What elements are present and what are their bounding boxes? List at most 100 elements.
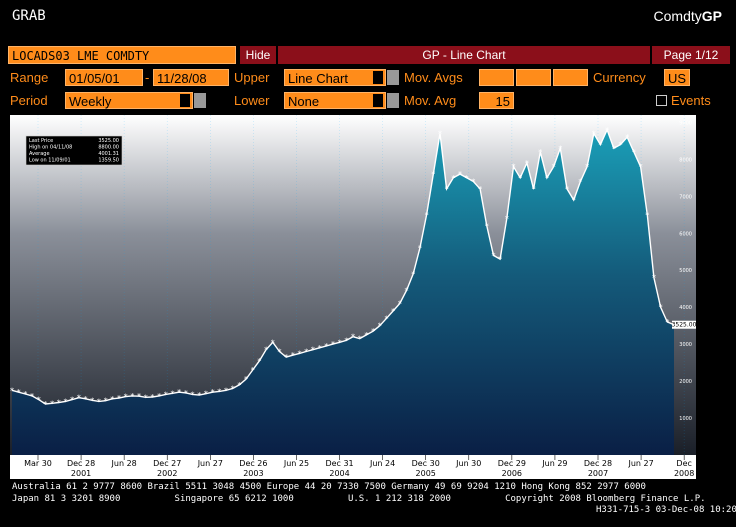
data-point: * <box>318 344 322 353</box>
data-point: * <box>311 346 315 355</box>
x-tick-label: Jun 30 <box>455 459 481 468</box>
movavg-field-2[interactable] <box>516 69 551 86</box>
data-point: * <box>418 244 422 253</box>
data-point: * <box>619 141 623 150</box>
range-end-input[interactable]: 11/28/08 <box>153 69 229 86</box>
data-point: * <box>17 388 21 397</box>
y-tick-label: 7000 <box>679 194 692 200</box>
data-point: * <box>512 163 516 172</box>
security-field[interactable]: LOCADS03 LME COMDTY <box>8 46 236 64</box>
range-label: Range <box>10 70 49 85</box>
last-price-label: 3525.00 <box>672 322 697 329</box>
hide-button[interactable]: Hide <box>240 46 276 64</box>
period-value: Weekly <box>69 94 112 109</box>
data-point: * <box>605 126 609 135</box>
data-point: * <box>425 211 429 220</box>
legend-key: Average <box>29 151 50 157</box>
data-point: * <box>384 314 388 323</box>
data-point: * <box>411 270 415 279</box>
range-start-input[interactable]: 01/05/01 <box>65 69 143 86</box>
data-point: * <box>659 303 663 312</box>
data-point: * <box>271 338 275 347</box>
year-label: 2006 <box>502 469 522 478</box>
data-point: * <box>130 392 134 401</box>
page-indicator[interactable]: Page 1/12 <box>652 46 730 64</box>
dropdown-button[interactable] <box>387 70 399 85</box>
currency-label: Currency <box>593 70 646 85</box>
y-tick-label: 6000 <box>679 231 692 237</box>
price-chart: * * * * * * * * * * * * * * * * * * * * * * * * * * * * * * * * * * ******… <box>10 115 697 479</box>
period-select[interactable]: Weekly <box>65 92 206 109</box>
data-point: * <box>77 394 81 403</box>
legend-value: 8800.00 <box>98 145 119 151</box>
data-point: * <box>458 170 462 179</box>
currency-field[interactable]: US <box>664 69 690 86</box>
movavg-input[interactable]: 15 <box>479 92 514 109</box>
legend-key: High on 04/11/08 <box>29 145 72 151</box>
events-label: Events <box>671 93 711 108</box>
data-point: * <box>491 251 495 260</box>
dropdown-button[interactable] <box>194 93 206 108</box>
data-point: * <box>578 178 582 187</box>
data-point: * <box>211 388 215 397</box>
upper-select[interactable]: Line Chart <box>284 69 399 86</box>
data-point: * <box>231 384 235 393</box>
range-dash: - <box>145 70 150 85</box>
data-point: * <box>645 211 649 220</box>
brand-suffix: GP <box>701 8 722 24</box>
data-point: * <box>505 214 509 223</box>
last-price-tag <box>672 320 696 329</box>
x-tick-label: Dec 31 <box>325 459 353 468</box>
y-tick-label: 8000 <box>679 157 692 163</box>
data-point: * <box>485 222 489 231</box>
x-tick-label: Mar 30 <box>24 459 52 468</box>
data-point: * <box>224 386 228 395</box>
x-tick-label: Dec 28 <box>67 459 95 468</box>
data-point: * <box>465 174 469 183</box>
lower-select[interactable]: None <box>284 92 399 109</box>
data-point: * <box>30 392 34 401</box>
x-tick-label: Dec 26 <box>239 459 267 468</box>
data-point: * <box>431 170 435 179</box>
data-point: * <box>585 163 589 172</box>
data-point: * <box>50 399 54 408</box>
data-point: * <box>525 159 529 168</box>
upper-value: Line Chart <box>288 71 348 86</box>
y-tick-label: 9000 <box>679 120 692 126</box>
data-point: * <box>632 148 636 157</box>
data-point: * <box>97 397 101 406</box>
data-point: * <box>344 336 348 345</box>
data-point: * <box>204 390 208 399</box>
data-point: * <box>518 174 522 183</box>
data-point: * <box>251 366 255 375</box>
x-tick-label: Jun 25 <box>283 459 309 468</box>
movavg-field-1[interactable] <box>479 69 514 86</box>
dropdown-icon <box>373 71 383 84</box>
checkbox-icon[interactable] <box>656 95 667 107</box>
data-point: * <box>358 335 362 344</box>
year-label: 2008 <box>674 469 694 478</box>
year-label: 2007 <box>588 469 608 478</box>
x-tick-label: Dec 28 <box>584 459 612 468</box>
dropdown-button[interactable] <box>387 93 399 108</box>
data-point: * <box>598 141 602 150</box>
events-toggle[interactable]: Events <box>656 93 711 108</box>
data-point: * <box>652 274 656 283</box>
lower-label: Lower <box>234 93 270 108</box>
movavg-field-3[interactable] <box>553 69 588 86</box>
data-point: * <box>110 395 114 404</box>
x-tick-label: Dec 29 <box>498 459 526 468</box>
price-area <box>12 129 674 456</box>
legend-box <box>25 135 123 166</box>
movavg-label: Mov. Avg <box>404 93 457 108</box>
data-point: * <box>63 397 67 406</box>
data-point: * <box>338 338 342 347</box>
y-tick-label: 4000 <box>679 305 692 311</box>
footer-contacts-1: Australia 61 2 9777 8600 Brazil 5511 304… <box>12 482 646 492</box>
data-point: * <box>117 394 121 403</box>
data-point: * <box>144 393 148 402</box>
brand-prefix: Comdty <box>653 8 702 24</box>
data-point: * <box>498 255 502 264</box>
data-point: * <box>552 163 556 172</box>
footer-timestamp: H331-715-3 03-Dec-08 10:20:25 <box>596 505 736 515</box>
